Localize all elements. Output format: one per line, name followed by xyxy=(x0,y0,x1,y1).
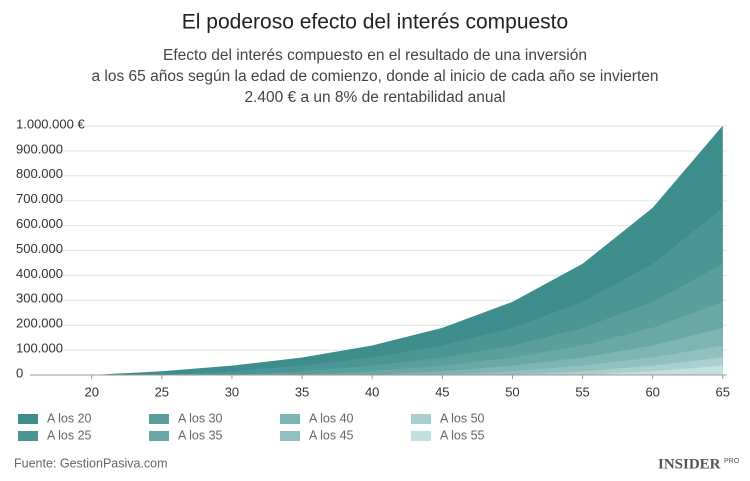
y-tick-label: 900.000 xyxy=(16,141,63,156)
y-tick-label: 500.000 xyxy=(16,241,63,256)
x-tick-label: 55 xyxy=(575,384,589,399)
legend-swatch xyxy=(411,431,431,441)
subtitle-line: 2.400 € a un 8% de rentabilidad anual xyxy=(244,89,505,106)
source: Fuente: GestionPasiva.com xyxy=(14,456,168,470)
y-tick-label: 700.000 xyxy=(16,191,63,206)
brand: INSIDER xyxy=(658,456,721,472)
x-tick-label: 20 xyxy=(84,384,98,399)
legend-swatch xyxy=(280,414,300,424)
x-tick-label: 35 xyxy=(295,384,309,399)
legend-label: A los 40 xyxy=(309,411,354,425)
legend-label: A los 25 xyxy=(47,428,92,442)
x-tick-label: 45 xyxy=(435,384,449,399)
chart-title: El poderoso efecto del interés compuesto xyxy=(182,11,568,34)
area xyxy=(582,365,723,375)
subtitle-line: a los 65 años según la edad de comienzo,… xyxy=(91,68,658,85)
y-tick-label: 1.000.000 € xyxy=(16,116,85,131)
y-tick-label: 400.000 xyxy=(16,266,63,281)
legend-label: A los 30 xyxy=(178,411,223,425)
legend-label: A los 20 xyxy=(47,411,92,425)
x-tick-label: 60 xyxy=(645,384,659,399)
y-tick-label: 600.000 xyxy=(16,216,63,231)
legend-label: A los 55 xyxy=(440,428,485,442)
x-tick-label: 40 xyxy=(365,384,379,399)
legend-swatch xyxy=(18,431,38,441)
x-tick-label: 30 xyxy=(225,384,239,399)
legend-label: A los 45 xyxy=(309,428,354,442)
legend-swatch xyxy=(411,414,431,424)
y-tick-label: 0 xyxy=(16,365,23,380)
y-tick-label: 200.000 xyxy=(16,316,63,331)
x-tick-label: 25 xyxy=(155,384,169,399)
y-tick-label: 100.000 xyxy=(16,341,63,356)
y-tick-label: 300.000 xyxy=(16,291,63,306)
x-tick-label: 50 xyxy=(505,384,519,399)
x-tick-label: 65 xyxy=(716,384,730,399)
y-tick-label: 800.000 xyxy=(16,166,63,181)
brand-tag: PRO xyxy=(724,458,740,465)
legend-swatch xyxy=(149,414,169,424)
legend-label: A los 50 xyxy=(440,411,485,425)
legend-swatch xyxy=(18,414,38,424)
legend-swatch xyxy=(280,431,300,441)
subtitle-line: Efecto del interés compuesto en el resul… xyxy=(163,47,587,64)
legend-label: A los 35 xyxy=(178,428,223,442)
legend-swatch xyxy=(149,431,169,441)
